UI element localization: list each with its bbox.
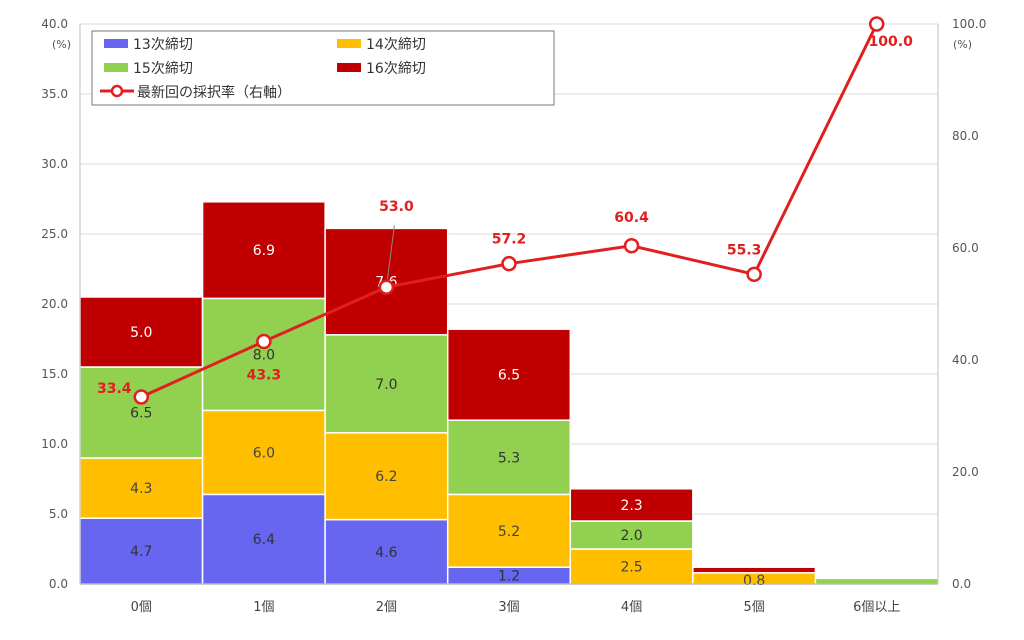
bar-value-label: 4.7	[130, 544, 152, 560]
y-left-tick-label: 15.0	[41, 367, 68, 381]
rate-point	[868, 16, 885, 32]
rate-value-label: 53.0	[379, 199, 414, 215]
rate-value-label: 100.0	[869, 34, 914, 50]
bar-segment	[569, 548, 694, 585]
rate-value-label: 33.4	[97, 381, 132, 397]
bar-segment	[446, 493, 572, 568]
bar-value-label: 1.2	[498, 569, 520, 585]
rate-value-label: 55.3	[727, 242, 762, 258]
rate-label-leader	[386, 225, 395, 280]
x-tick-label: 3個	[498, 600, 519, 615]
rate-value-label: 43.3	[247, 368, 282, 384]
x-tick-label: 0個	[131, 600, 152, 615]
bar-segment	[692, 566, 817, 574]
x-tick-label: 1個	[253, 600, 274, 615]
y-left-tick-label: 35.0	[41, 87, 68, 101]
bar-segment	[201, 201, 326, 300]
legend-label: 最新回の採択率（右軸）	[137, 84, 291, 101]
bar-value-label: 8.0	[253, 347, 275, 363]
bar-value-label: 5.2	[498, 524, 520, 540]
bars: 4.74.36.55.06.46.08.06.94.66.27.07.61.25…	[79, 201, 939, 589]
rate-point	[133, 389, 150, 405]
y-left-tick-label: 0.0	[49, 577, 68, 591]
legend-label: 14次締切	[366, 36, 426, 53]
y-right-tick-label: 100.0	[952, 17, 986, 31]
y-right-tick-label: 20.0	[952, 465, 979, 479]
bar-segment	[201, 297, 326, 412]
bar-value-label: 6.2	[375, 469, 397, 485]
legend-label: 16次締切	[366, 60, 426, 77]
bar-value-label: 6.5	[130, 406, 152, 422]
y-left-tick-label: 10.0	[41, 437, 68, 451]
bar-value-label: 0.8	[743, 573, 765, 589]
y-right-tick-label: 60.0	[952, 241, 979, 255]
rate-point	[501, 255, 517, 272]
x-tick-label: 4個	[621, 600, 642, 615]
rate-value-label: 60.4	[614, 210, 649, 226]
y-left-unit-label: (%)	[52, 38, 71, 51]
y-left-tick-label: 20.0	[41, 297, 68, 311]
bar-value-label: 5.3	[498, 450, 520, 466]
legend-swatch	[104, 63, 128, 72]
legend-swatch	[104, 39, 128, 48]
bar-value-label: 4.3	[130, 481, 152, 497]
y-left-tick-label: 5.0	[49, 507, 68, 521]
y-right-tick-label: 80.0	[952, 129, 979, 143]
bar-value-label: 4.6	[375, 545, 397, 561]
axes: 0.0 5.0 10.0 15.0 20.0 25.0 30.0 35.0 40.0 0.0 20.…	[41, 17, 986, 615]
x-tick-label: 6個以上	[853, 600, 900, 615]
y-left-tick-label: 30.0	[41, 157, 68, 171]
bar-segment	[324, 432, 449, 521]
rate-point	[746, 266, 762, 283]
legend-box	[91, 30, 555, 106]
bar-value-label: 6.5	[498, 368, 520, 384]
y-right-unit-label: (%)	[953, 38, 972, 51]
rate-point	[623, 238, 640, 254]
x-tick-label: 5個	[744, 600, 765, 615]
bar-segment	[569, 488, 694, 522]
y-right-tick-label: 0.0	[952, 577, 971, 591]
bar-value-label: 2.0	[620, 528, 642, 544]
bar-value-label: 2.3	[620, 498, 642, 514]
bar-value-label: 6.4	[253, 532, 275, 548]
bar-value-label: 2.5	[620, 560, 642, 576]
legend-label: 15次締切	[133, 60, 193, 77]
legend-swatch	[337, 63, 361, 72]
x-tick-label: 2個	[376, 600, 397, 615]
bar-segment	[201, 409, 326, 496]
bar-value-label: 6.9	[253, 243, 275, 259]
y-right-tick-label: 40.0	[952, 353, 979, 367]
legend-line-marker	[110, 84, 124, 98]
bar-segment	[446, 419, 572, 496]
bar-segment	[814, 577, 939, 585]
legend-swatch	[337, 39, 361, 48]
rate-line: 33.4 43.3 53.0 57.2 60.4 55.3 100.0	[97, 16, 914, 405]
legend-label: 13次締切	[133, 36, 193, 53]
bar-segment	[446, 328, 572, 421]
rate-point	[256, 333, 272, 350]
bar-segment	[324, 518, 449, 585]
bar-value-label: 6.0	[253, 445, 275, 461]
bar-value-label: 7.0	[375, 377, 397, 393]
rate-value-label: 57.2	[492, 232, 527, 248]
y-left-tick-label: 40.0	[41, 17, 68, 31]
y-left-tick-label: 25.0	[41, 227, 68, 241]
rate-point	[378, 279, 395, 295]
bar-value-label: 5.0	[130, 325, 152, 341]
